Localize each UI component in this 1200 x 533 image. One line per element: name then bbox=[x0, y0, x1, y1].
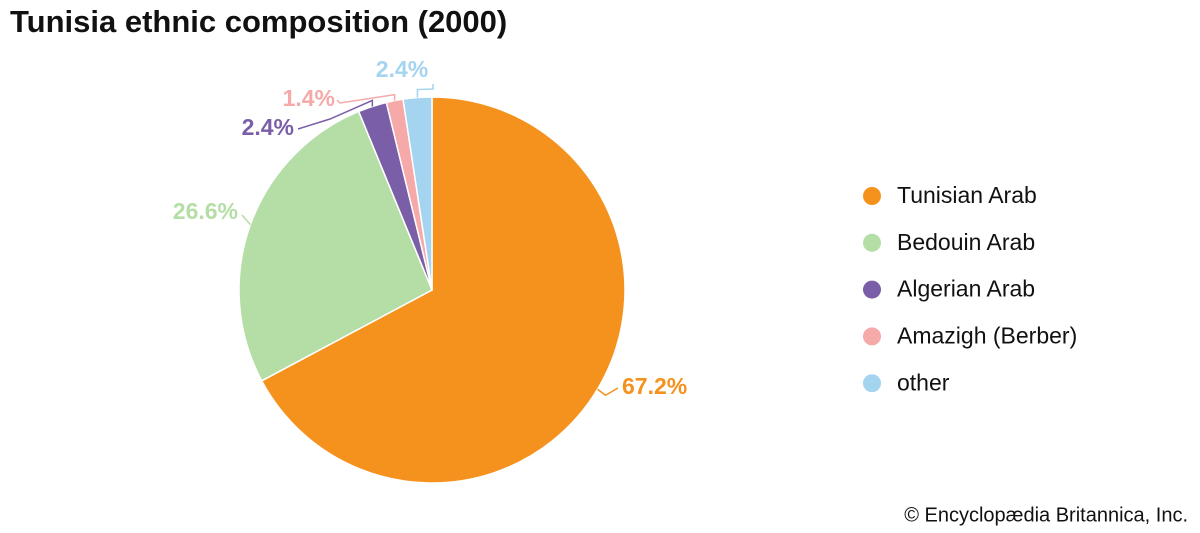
legend-label: Tunisian Arab bbox=[897, 182, 1037, 208]
legend-marker bbox=[863, 233, 881, 252]
leader-line bbox=[336, 93, 396, 104]
legend-marker bbox=[863, 187, 881, 205]
legend-label: Amazigh (Berber) bbox=[897, 322, 1077, 348]
legend-label: Algerian Arab bbox=[897, 276, 1035, 302]
legend-marker bbox=[863, 280, 881, 299]
leader-line bbox=[297, 99, 374, 130]
pie-slice bbox=[238, 110, 433, 382]
data-label: 1.4% bbox=[283, 85, 335, 111]
pie-slice bbox=[260, 96, 626, 484]
legend-marker bbox=[863, 374, 881, 393]
legend-label: other bbox=[897, 369, 950, 395]
credit: © Encyclopædia Britannica, Inc. bbox=[904, 504, 1188, 526]
data-label: 2.4% bbox=[242, 114, 294, 140]
legend-marker bbox=[863, 327, 881, 346]
data-label: 67.2% bbox=[622, 373, 687, 399]
data-label: 26.6% bbox=[173, 198, 238, 224]
legend-label: Bedouin Arab bbox=[897, 229, 1035, 255]
leader-line bbox=[416, 84, 434, 98]
data-label: 2.4% bbox=[376, 56, 428, 82]
leader-line bbox=[597, 387, 619, 397]
chart-title: Tunisia ethnic composition (2000) bbox=[10, 4, 507, 39]
leader-line bbox=[241, 214, 251, 226]
